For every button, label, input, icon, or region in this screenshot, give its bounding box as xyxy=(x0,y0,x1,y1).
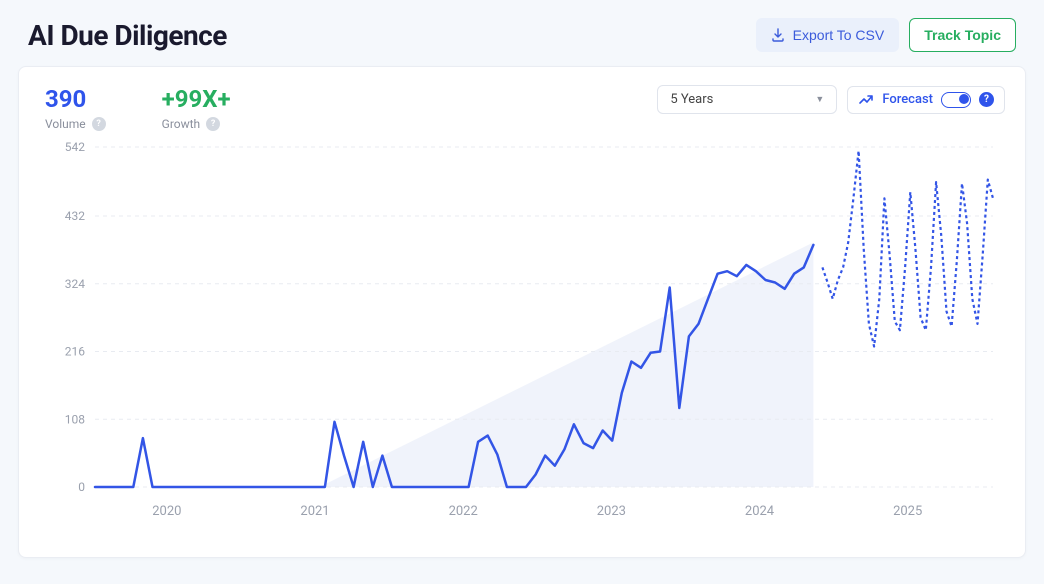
help-icon[interactable]: ? xyxy=(206,117,220,131)
chevron-down-icon: ▼ xyxy=(815,94,824,105)
chart-container: 0 108 216 324 432 542 2020 2021 2022 2023 2024 2025 xyxy=(39,137,1005,547)
stats-row: 390 Volume ? +99X+ Growth ? 5 Years xyxy=(39,85,1005,131)
toggle-knob xyxy=(959,94,969,104)
help-icon[interactable]: ? xyxy=(979,92,994,107)
stats-group: 390 Volume ? +99X+ Growth ? xyxy=(39,85,231,131)
header-actions: Export To CSV Track Topic xyxy=(756,18,1016,52)
volume-label-row: Volume ? xyxy=(45,117,106,131)
track-topic-button[interactable]: Track Topic xyxy=(909,18,1016,52)
forecast-toggle[interactable] xyxy=(941,92,971,108)
svg-text:2021: 2021 xyxy=(300,504,329,519)
track-topic-label: Track Topic xyxy=(924,27,1001,43)
svg-text:2024: 2024 xyxy=(745,504,775,519)
volume-value: 390 xyxy=(45,85,106,113)
svg-text:108: 108 xyxy=(65,412,85,426)
help-icon[interactable]: ? xyxy=(92,117,106,131)
export-csv-button[interactable]: Export To CSV xyxy=(756,18,900,52)
growth-label: Growth xyxy=(162,117,201,131)
svg-text:216: 216 xyxy=(65,345,85,359)
volume-label: Volume xyxy=(45,117,86,131)
svg-text:2020: 2020 xyxy=(152,504,181,519)
growth-value: +99X+ xyxy=(162,85,231,113)
svg-text:2022: 2022 xyxy=(449,504,478,519)
range-selected-label: 5 Years xyxy=(670,92,713,107)
svg-text:0: 0 xyxy=(78,480,85,494)
page-header: AI Due Diligence Export To CSV Track Top… xyxy=(18,18,1026,52)
forecast-control: Forecast ? xyxy=(847,86,1005,114)
forecast-label: Forecast xyxy=(882,92,933,107)
download-icon xyxy=(771,28,785,42)
range-select[interactable]: 5 Years ▼ xyxy=(657,85,837,114)
volume-stat: 390 Volume ? xyxy=(45,85,106,131)
page-title: AI Due Diligence xyxy=(28,19,227,52)
svg-text:2023: 2023 xyxy=(597,504,626,519)
growth-stat: +99X+ Growth ? xyxy=(162,85,231,131)
svg-text:324: 324 xyxy=(65,277,85,291)
export-csv-label: Export To CSV xyxy=(793,27,885,43)
chart-card: 390 Volume ? +99X+ Growth ? 5 Years xyxy=(18,66,1026,558)
chart-controls: 5 Years ▼ Forecast ? xyxy=(657,85,1005,114)
growth-label-row: Growth ? xyxy=(162,117,231,131)
svg-text:432: 432 xyxy=(65,209,85,223)
line-chart: 0 108 216 324 432 542 2020 2021 2022 2023 2024 2025 xyxy=(39,137,999,537)
svg-text:2025: 2025 xyxy=(893,504,922,519)
trend-up-icon xyxy=(858,92,874,108)
svg-text:542: 542 xyxy=(65,140,85,154)
